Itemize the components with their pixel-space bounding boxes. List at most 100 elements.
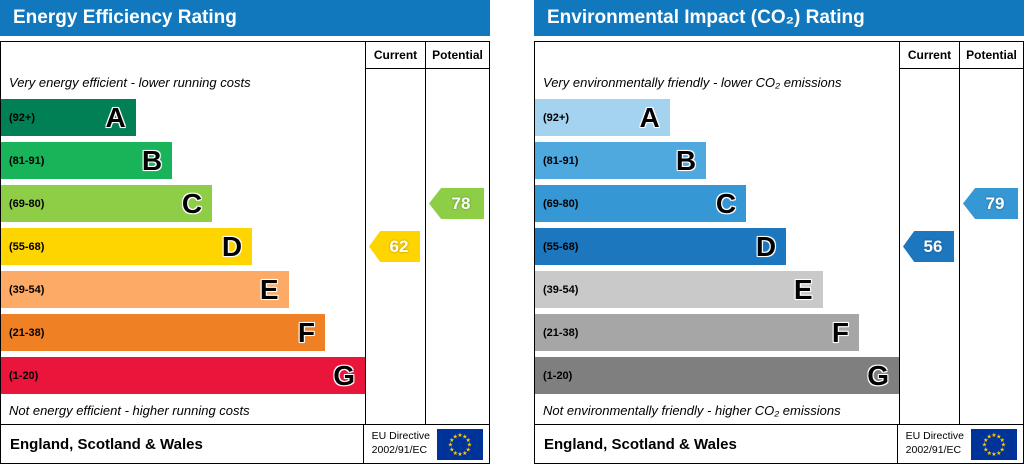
potential-rating-pointer: 78 bbox=[429, 188, 484, 219]
band-c-bar: (69-80) C bbox=[1, 185, 213, 222]
band-range: (39-54) bbox=[543, 283, 579, 296]
svg-text:★: ★ bbox=[983, 446, 988, 453]
potential-rating-pointer: 79 bbox=[963, 188, 1018, 219]
eu-directive-line1: EU Directive bbox=[371, 430, 430, 443]
band-letter: E bbox=[793, 273, 813, 305]
current-column-header: Current bbox=[366, 42, 425, 69]
energy-efficiency-rating-chart: Energy Efficiency Rating Very energy eff… bbox=[0, 0, 490, 464]
rating-table: Very environmentally friendly - lower CO… bbox=[534, 41, 1024, 425]
chart-footer: England, Scotland & Wales EU Directive 2… bbox=[0, 425, 490, 464]
band-letter: B bbox=[141, 144, 163, 176]
eu-flag-icon: ★ ★★★★★★★★★★★ bbox=[971, 428, 1017, 460]
svg-text:★: ★ bbox=[987, 449, 992, 456]
band-a-bar: (92+) A bbox=[1, 99, 136, 136]
current-rating-value: 62 bbox=[389, 236, 409, 256]
eu-directive-text: EU Directive 2002/91/EC bbox=[906, 430, 964, 457]
current-column: Current 56 bbox=[900, 42, 960, 424]
band-range: (1-20) bbox=[543, 369, 573, 382]
band-row-e: (39-54) E bbox=[535, 268, 899, 311]
band-range: (39-54) bbox=[9, 283, 45, 296]
potential-pointer-area: 79 bbox=[960, 69, 1023, 424]
band-letter: G bbox=[867, 359, 889, 391]
potential-rating-value: 79 bbox=[985, 193, 1005, 213]
band-row-e: (39-54) E bbox=[1, 268, 365, 311]
svg-text:★: ★ bbox=[466, 436, 471, 443]
svg-text:★: ★ bbox=[453, 433, 458, 440]
region-label: England, Scotland & Wales bbox=[544, 435, 737, 453]
current-column: Current 62 bbox=[366, 42, 426, 424]
svg-text:★: ★ bbox=[1001, 441, 1006, 448]
band-letter: F bbox=[831, 316, 849, 348]
band-list: (92+) A (81-91) B (69-80) C bbox=[535, 96, 899, 397]
band-range: (69-80) bbox=[9, 197, 45, 210]
bottom-note: Not energy efficient - higher running co… bbox=[9, 403, 250, 418]
band-row-d: (55-68) D bbox=[1, 225, 365, 268]
current-rating-pointer: 62 bbox=[369, 231, 420, 262]
band-range: (21-38) bbox=[543, 326, 579, 339]
band-b-bar: (81-91) B bbox=[1, 142, 173, 179]
top-note: Very environmentally friendly - lower CO… bbox=[543, 75, 842, 90]
chart-title: Environmental Impact (CO₂) Rating bbox=[547, 7, 865, 28]
band-row-a: (92+) A bbox=[1, 96, 365, 139]
band-range: (92+) bbox=[9, 111, 35, 124]
band-letter: D bbox=[755, 230, 777, 262]
svg-text:★: ★ bbox=[457, 432, 462, 439]
band-letter: A bbox=[639, 101, 660, 133]
band-row-a: (92+) A bbox=[535, 96, 899, 139]
current-rating-value: 56 bbox=[923, 236, 943, 256]
svg-text:★: ★ bbox=[996, 449, 1001, 456]
band-range: (92+) bbox=[543, 111, 569, 124]
band-letter: G bbox=[333, 359, 355, 391]
band-list: (92+) A (81-91) B (69-80) C bbox=[1, 96, 365, 397]
column-header-spacer bbox=[535, 42, 899, 69]
band-f-bar: (21-38) F bbox=[1, 314, 325, 351]
bands-column: Very environmentally friendly - lower CO… bbox=[535, 42, 900, 424]
chart-footer: England, Scotland & Wales EU Directive 2… bbox=[534, 425, 1024, 464]
svg-text:★: ★ bbox=[462, 433, 467, 440]
band-letter: C bbox=[181, 187, 203, 219]
bands-column: Very energy efficient - lower running co… bbox=[1, 42, 366, 424]
band-range: (55-68) bbox=[543, 240, 579, 253]
svg-text:★: ★ bbox=[987, 433, 992, 440]
svg-text:★: ★ bbox=[453, 449, 458, 456]
band-letter: E bbox=[259, 273, 279, 305]
current-rating-pointer: 56 bbox=[903, 231, 954, 262]
svg-text:★: ★ bbox=[991, 432, 996, 439]
band-letter: A bbox=[105, 101, 126, 133]
band-d-bar: (55-68) D bbox=[535, 228, 787, 265]
eu-directive-line1: EU Directive bbox=[905, 430, 964, 443]
band-g-bar: (1-20) G bbox=[1, 357, 365, 394]
svg-text:★: ★ bbox=[467, 441, 472, 448]
band-c-bar: (69-80) C bbox=[535, 185, 747, 222]
potential-column-header: Potential bbox=[426, 42, 489, 69]
band-range: (81-91) bbox=[543, 154, 579, 167]
svg-text:★: ★ bbox=[1000, 436, 1005, 443]
band-row-b: (81-91) B bbox=[1, 139, 365, 182]
band-letter: C bbox=[715, 187, 737, 219]
band-f-bar: (21-38) F bbox=[535, 314, 859, 351]
eu-directive-box: EU Directive 2002/91/EC ★ ★ ★ ★ ★ ★ ★ ★ ★ ★ ★ ★ bbox=[362, 425, 489, 463]
svg-text:★: ★ bbox=[457, 451, 462, 458]
band-d-bar: (55-68) D bbox=[1, 228, 253, 265]
eu-directive-line2: 2002/91/EC bbox=[371, 444, 428, 456]
svg-text:★: ★ bbox=[449, 436, 454, 443]
eu-directive-text: EU Directive 2002/91/EC bbox=[372, 430, 430, 457]
current-pointer-area: 56 bbox=[900, 69, 959, 424]
svg-text:★: ★ bbox=[983, 436, 988, 443]
potential-column: Potential 78 bbox=[426, 42, 489, 424]
band-range: (81-91) bbox=[9, 154, 45, 167]
band-row-d: (55-68) D bbox=[535, 225, 899, 268]
current-column-header: Current bbox=[900, 42, 959, 69]
environmental-impact-rating-chart: Environmental Impact (CO₂) Rating Very e… bbox=[534, 0, 1024, 464]
svg-text:★: ★ bbox=[996, 433, 1001, 440]
band-b-bar: (81-91) B bbox=[535, 142, 707, 179]
eu-directive-line2: 2002/91/EC bbox=[905, 444, 962, 456]
top-note: Very energy efficient - lower running co… bbox=[9, 75, 251, 90]
band-range: (1-20) bbox=[9, 369, 39, 382]
chart-title-bar: Environmental Impact (CO₂) Rating bbox=[534, 0, 1024, 36]
potential-column: Potential 79 bbox=[960, 42, 1023, 424]
current-pointer-area: 62 bbox=[366, 69, 425, 424]
eu-directive-box: EU Directive 2002/91/EC ★ ★ ★ ★ ★ ★ ★ ★ ★ ★ ★ ★ bbox=[896, 425, 1023, 463]
band-row-g: (1-20) G bbox=[1, 354, 365, 397]
